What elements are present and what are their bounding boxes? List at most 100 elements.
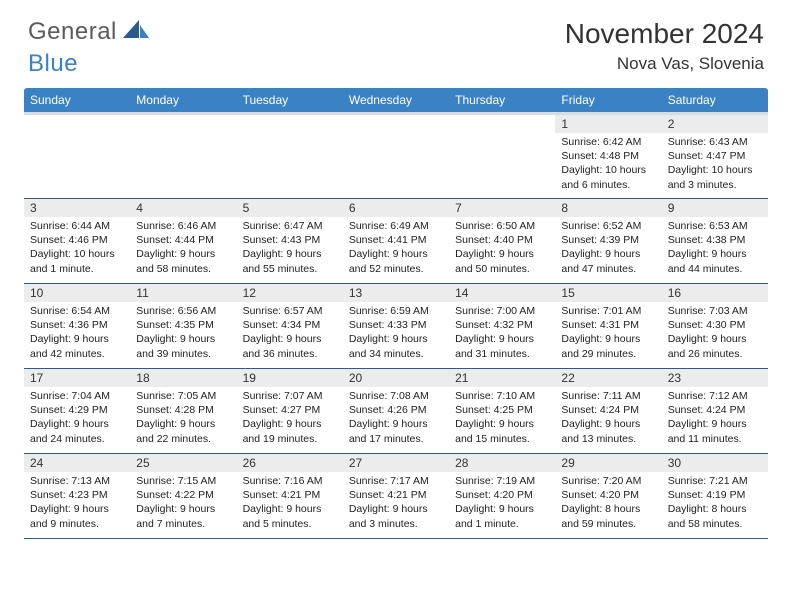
calendar-cell: 28Sunrise: 7:19 AMSunset: 4:20 PMDayligh…: [449, 454, 555, 539]
daylight-text: Daylight: 9 hours and 1 minute.: [455, 502, 549, 530]
calendar-cell: [449, 114, 555, 199]
daylight-text: Daylight: 9 hours and 9 minutes.: [30, 502, 124, 530]
logo-text-general: General: [28, 18, 117, 46]
sunrise-text: Sunrise: 7:17 AM: [349, 474, 443, 488]
sunrise-text: Sunrise: 7:15 AM: [136, 474, 230, 488]
logo-text-blue: Blue: [28, 50, 78, 77]
day-details: Sunrise: 7:03 AMSunset: 4:30 PMDaylight:…: [662, 302, 768, 365]
day-number: 26: [237, 454, 343, 472]
daylight-text: Daylight: 9 hours and 13 minutes.: [561, 417, 655, 445]
day-details: Sunrise: 7:04 AMSunset: 4:29 PMDaylight:…: [24, 387, 130, 450]
daylight-text: Daylight: 9 hours and 26 minutes.: [668, 332, 762, 360]
sunrise-text: Sunrise: 7:03 AM: [668, 304, 762, 318]
daylight-text: Daylight: 9 hours and 55 minutes.: [243, 247, 337, 275]
day-number: 14: [449, 284, 555, 302]
daylight-text: Daylight: 9 hours and 3 minutes.: [349, 502, 443, 530]
calendar-cell: 15Sunrise: 7:01 AMSunset: 4:31 PMDayligh…: [555, 284, 661, 369]
sunset-text: Sunset: 4:30 PM: [668, 318, 762, 332]
day-number: 21: [449, 369, 555, 387]
day-details: Sunrise: 6:54 AMSunset: 4:36 PMDaylight:…: [24, 302, 130, 365]
calendar-cell: 1Sunrise: 6:42 AMSunset: 4:48 PMDaylight…: [555, 114, 661, 199]
page-header: General November 2024 Nova Vas, Slovenia: [0, 0, 792, 80]
sunrise-text: Sunrise: 6:42 AM: [561, 135, 655, 149]
calendar-cell: 24Sunrise: 7:13 AMSunset: 4:23 PMDayligh…: [24, 454, 130, 539]
day-number: 7: [449, 199, 555, 217]
calendar-cell: 11Sunrise: 6:56 AMSunset: 4:35 PMDayligh…: [130, 284, 236, 369]
sunrise-text: Sunrise: 6:49 AM: [349, 219, 443, 233]
day-number: 20: [343, 369, 449, 387]
sunrise-text: Sunrise: 7:16 AM: [243, 474, 337, 488]
day-number: 22: [555, 369, 661, 387]
calendar-cell: 30Sunrise: 7:21 AMSunset: 4:19 PMDayligh…: [662, 454, 768, 539]
daylight-text: Daylight: 10 hours and 1 minute.: [30, 247, 124, 275]
sunrise-text: Sunrise: 7:05 AM: [136, 389, 230, 403]
day-number: 2: [662, 115, 768, 133]
daylight-text: Daylight: 9 hours and 58 minutes.: [136, 247, 230, 275]
daylight-text: Daylight: 9 hours and 39 minutes.: [136, 332, 230, 360]
calendar-week-row: 17Sunrise: 7:04 AMSunset: 4:29 PMDayligh…: [24, 369, 768, 454]
daylight-text: Daylight: 9 hours and 42 minutes.: [30, 332, 124, 360]
day-number: 17: [24, 369, 130, 387]
sunrise-text: Sunrise: 6:56 AM: [136, 304, 230, 318]
sunrise-text: Sunrise: 7:08 AM: [349, 389, 443, 403]
day-number: 12: [237, 284, 343, 302]
day-header: Monday: [130, 88, 236, 114]
sunrise-text: Sunrise: 6:52 AM: [561, 219, 655, 233]
calendar-cell: 7Sunrise: 6:50 AMSunset: 4:40 PMDaylight…: [449, 199, 555, 284]
sunset-text: Sunset: 4:33 PM: [349, 318, 443, 332]
sunset-text: Sunset: 4:31 PM: [561, 318, 655, 332]
calendar-week-row: 1Sunrise: 6:42 AMSunset: 4:48 PMDaylight…: [24, 114, 768, 199]
sunrise-text: Sunrise: 7:20 AM: [561, 474, 655, 488]
daylight-text: Daylight: 9 hours and 11 minutes.: [668, 417, 762, 445]
calendar-week-row: 24Sunrise: 7:13 AMSunset: 4:23 PMDayligh…: [24, 454, 768, 539]
calendar-cell: [343, 114, 449, 199]
logo-sail-icon: [123, 20, 149, 45]
day-number: 1: [555, 115, 661, 133]
sunset-text: Sunset: 4:19 PM: [668, 488, 762, 502]
sunset-text: Sunset: 4:24 PM: [668, 403, 762, 417]
day-details: Sunrise: 6:56 AMSunset: 4:35 PMDaylight:…: [130, 302, 236, 365]
day-number: 5: [237, 199, 343, 217]
sunset-text: Sunset: 4:35 PM: [136, 318, 230, 332]
calendar-cell: 16Sunrise: 7:03 AMSunset: 4:30 PMDayligh…: [662, 284, 768, 369]
sunrise-text: Sunrise: 6:44 AM: [30, 219, 124, 233]
day-number: 10: [24, 284, 130, 302]
calendar-cell: 2Sunrise: 6:43 AMSunset: 4:47 PMDaylight…: [662, 114, 768, 199]
title-block: November 2024 Nova Vas, Slovenia: [565, 18, 764, 74]
calendar-cell: [237, 114, 343, 199]
sunrise-text: Sunrise: 7:10 AM: [455, 389, 549, 403]
day-number: 15: [555, 284, 661, 302]
location-label: Nova Vas, Slovenia: [565, 54, 764, 74]
day-number: 9: [662, 199, 768, 217]
calendar-cell: 29Sunrise: 7:20 AMSunset: 4:20 PMDayligh…: [555, 454, 661, 539]
day-details: Sunrise: 7:05 AMSunset: 4:28 PMDaylight:…: [130, 387, 236, 450]
sunrise-text: Sunrise: 7:07 AM: [243, 389, 337, 403]
day-details: Sunrise: 6:53 AMSunset: 4:38 PMDaylight:…: [662, 217, 768, 280]
calendar-cell: 10Sunrise: 6:54 AMSunset: 4:36 PMDayligh…: [24, 284, 130, 369]
calendar-cell: 9Sunrise: 6:53 AMSunset: 4:38 PMDaylight…: [662, 199, 768, 284]
calendar-cell: 3Sunrise: 6:44 AMSunset: 4:46 PMDaylight…: [24, 199, 130, 284]
calendar-week-row: 3Sunrise: 6:44 AMSunset: 4:46 PMDaylight…: [24, 199, 768, 284]
calendar-cell: 21Sunrise: 7:10 AMSunset: 4:25 PMDayligh…: [449, 369, 555, 454]
calendar-head: SundayMondayTuesdayWednesdayThursdayFrid…: [24, 88, 768, 114]
day-details: Sunrise: 6:50 AMSunset: 4:40 PMDaylight:…: [449, 217, 555, 280]
sunset-text: Sunset: 4:46 PM: [30, 233, 124, 247]
daylight-text: Daylight: 9 hours and 31 minutes.: [455, 332, 549, 360]
daylight-text: Daylight: 9 hours and 34 minutes.: [349, 332, 443, 360]
sunset-text: Sunset: 4:23 PM: [30, 488, 124, 502]
logo: General: [28, 18, 151, 46]
day-details: Sunrise: 7:01 AMSunset: 4:31 PMDaylight:…: [555, 302, 661, 365]
sunset-text: Sunset: 4:36 PM: [30, 318, 124, 332]
calendar-table: SundayMondayTuesdayWednesdayThursdayFrid…: [24, 88, 768, 539]
calendar-cell: 20Sunrise: 7:08 AMSunset: 4:26 PMDayligh…: [343, 369, 449, 454]
sunset-text: Sunset: 4:39 PM: [561, 233, 655, 247]
calendar-cell: 19Sunrise: 7:07 AMSunset: 4:27 PMDayligh…: [237, 369, 343, 454]
sunset-text: Sunset: 4:34 PM: [243, 318, 337, 332]
calendar-cell: 12Sunrise: 6:57 AMSunset: 4:34 PMDayligh…: [237, 284, 343, 369]
day-details: Sunrise: 7:08 AMSunset: 4:26 PMDaylight:…: [343, 387, 449, 450]
sunrise-text: Sunrise: 7:04 AM: [30, 389, 124, 403]
day-details: Sunrise: 6:52 AMSunset: 4:39 PMDaylight:…: [555, 217, 661, 280]
sunset-text: Sunset: 4:27 PM: [243, 403, 337, 417]
sunset-text: Sunset: 4:48 PM: [561, 149, 655, 163]
sunset-text: Sunset: 4:41 PM: [349, 233, 443, 247]
